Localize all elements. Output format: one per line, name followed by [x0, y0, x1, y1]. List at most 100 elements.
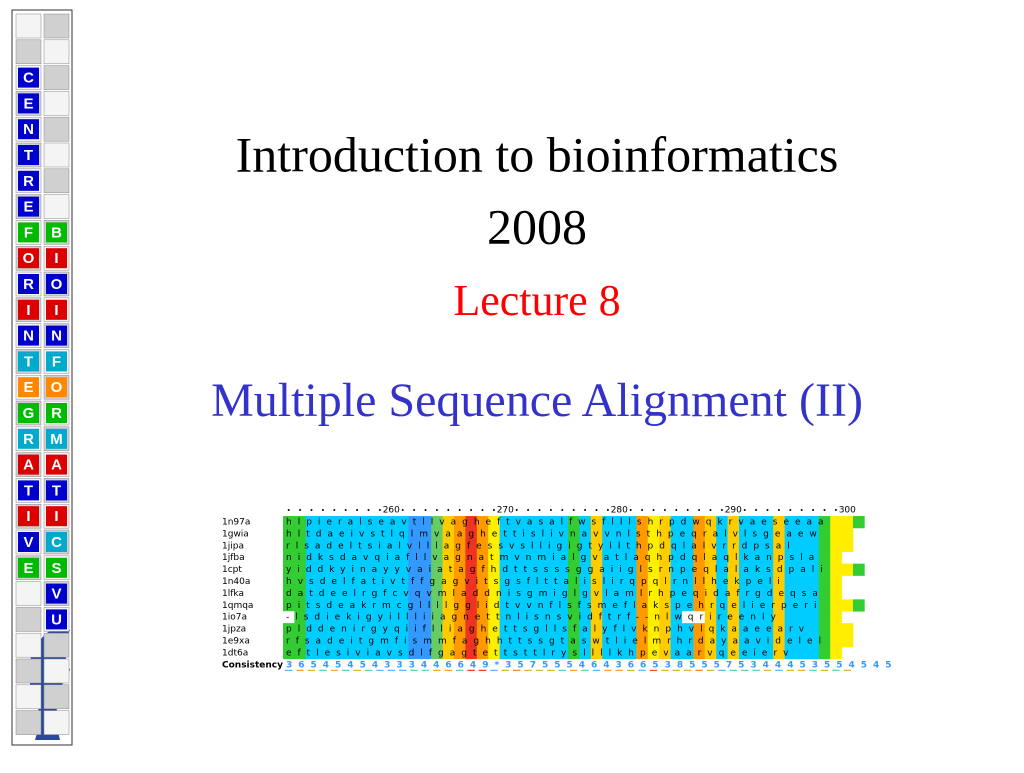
residue-cell [328, 563, 341, 576]
residue-cell [556, 587, 569, 600]
residue-cell [374, 516, 386, 529]
residue-cell [545, 587, 557, 600]
residue-cell [488, 611, 500, 624]
sidebar-cell [15, 39, 42, 65]
residue-cell [294, 587, 307, 600]
ruler-dot [356, 509, 359, 511]
letter-cell [18, 480, 39, 501]
ruler-number: 280 [611, 506, 628, 516]
residue-cell [579, 527, 592, 541]
residue-cell [590, 551, 603, 564]
residue-cell [670, 527, 683, 541]
residue-cell [636, 646, 649, 660]
residue-cell [362, 635, 375, 648]
residue-cell [613, 563, 626, 576]
ruler-dot [743, 509, 746, 511]
residue-cell [556, 527, 569, 541]
residue-cell [533, 551, 546, 564]
sequence-name: 1lfka [222, 589, 244, 599]
residue-cell [465, 539, 478, 553]
residue-cell [579, 623, 592, 636]
residue-cell [590, 623, 603, 636]
residue-cell [682, 611, 694, 624]
ruler-dot [458, 509, 461, 511]
sequence: hltdaeivstlqlmvaaghettislivnavvnlsthpeqr… [283, 527, 854, 541]
residue-cell [784, 587, 797, 600]
sidebar-cell [43, 39, 70, 65]
letter-cell [18, 532, 39, 552]
residue-cell [397, 587, 409, 600]
residue-cell [385, 646, 398, 660]
letter-cell [18, 248, 39, 269]
ruler-dot [287, 509, 290, 511]
residue-cell [442, 516, 455, 529]
sidebar-letter: R [23, 276, 34, 293]
residue-cell [317, 539, 329, 553]
residue-cell [431, 516, 443, 529]
residue-cell [294, 551, 307, 564]
consistency-tint [604, 669, 612, 671]
consistency-tint [433, 669, 441, 671]
residue-cell [693, 611, 706, 624]
letter-cell [18, 170, 39, 191]
consistency-tint [490, 669, 498, 671]
residue-cell [362, 563, 375, 576]
sidebar-letter: C [51, 534, 62, 551]
residue-cell [693, 587, 706, 600]
sequence-text: rfsadeitgmfismmfaghhttssgtaswtlielmrhrda… [286, 637, 827, 647]
residue-cell [739, 635, 751, 648]
residue-cell [568, 611, 580, 624]
ruler-dot [538, 509, 541, 511]
consistency-tint [513, 669, 521, 671]
residue-cell [294, 623, 307, 636]
residue-cell [590, 599, 603, 612]
consistency-tint [672, 669, 680, 671]
residue-cell [727, 563, 740, 576]
residue-cell [761, 563, 774, 576]
residue-cell [602, 611, 614, 624]
sidebar-cell [43, 91, 70, 116]
residue-cell [818, 646, 831, 660]
sequence-text: eftlesiviavsdlfgagtettsttlrysllllkhpevaa… [286, 648, 794, 658]
residue-cell [511, 611, 523, 624]
residue-cell [613, 587, 626, 600]
residue-cell [533, 516, 546, 529]
residue-cell [385, 563, 398, 576]
residue-cell [716, 539, 728, 553]
residue-cell [385, 539, 398, 553]
residue-cell [499, 563, 512, 576]
ruler-number: 270 [497, 506, 514, 516]
sequence-name: 1jipa [222, 541, 244, 551]
residue-cell [545, 623, 557, 636]
sidebar-letter: R [23, 431, 34, 448]
lecture: Lecture 8 [453, 276, 620, 325]
residue-cell [830, 563, 842, 576]
residue-cell [476, 563, 489, 576]
residue-cell [716, 527, 728, 541]
residue-cell [351, 551, 364, 564]
consistency-tint [706, 669, 715, 671]
residue-cell [568, 635, 580, 648]
residue-cell [522, 539, 535, 553]
residue-cell [488, 527, 500, 541]
residue-cell [465, 527, 478, 541]
residue-cell [419, 575, 432, 588]
residue-cell [488, 599, 500, 612]
letter-cell [46, 454, 67, 475]
consistency-tint [809, 669, 817, 671]
residue-cell [454, 587, 466, 600]
residue-cell [431, 563, 443, 576]
residue-cell [830, 623, 842, 636]
residue-cell [476, 599, 489, 612]
sequence-name: 1cpt [222, 565, 242, 575]
consistency-tint [376, 669, 384, 671]
residue-cell [488, 646, 500, 660]
letter-cell [18, 428, 39, 449]
residue-cell [488, 516, 500, 529]
residue-cell [374, 611, 386, 624]
residue-cell [488, 587, 500, 600]
residue-cell [647, 563, 660, 576]
residue-cell [716, 575, 728, 588]
residue-cell [385, 527, 398, 541]
ruler-dot [401, 509, 404, 511]
